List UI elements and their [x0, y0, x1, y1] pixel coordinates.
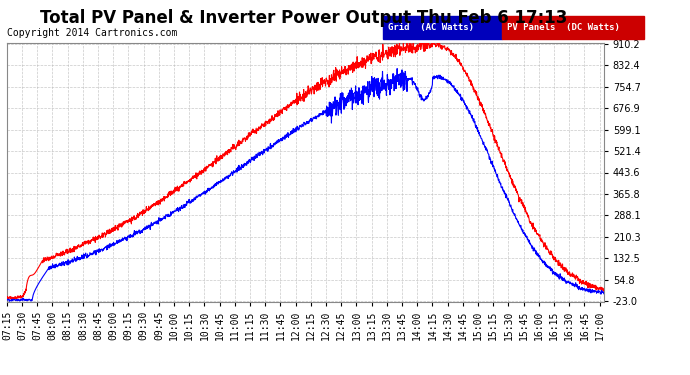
Bar [502, 16, 644, 39]
Text: Grid  (AC Watts): Grid (AC Watts) [388, 23, 474, 32]
Text: PV Panels  (DC Watts): PV Panels (DC Watts) [507, 23, 620, 32]
Bar [383, 16, 502, 39]
Text: Copyright 2014 Cartronics.com: Copyright 2014 Cartronics.com [7, 28, 177, 38]
Text: Total PV Panel & Inverter Power Output Thu Feb 6 17:13: Total PV Panel & Inverter Power Output T… [40, 9, 567, 27]
